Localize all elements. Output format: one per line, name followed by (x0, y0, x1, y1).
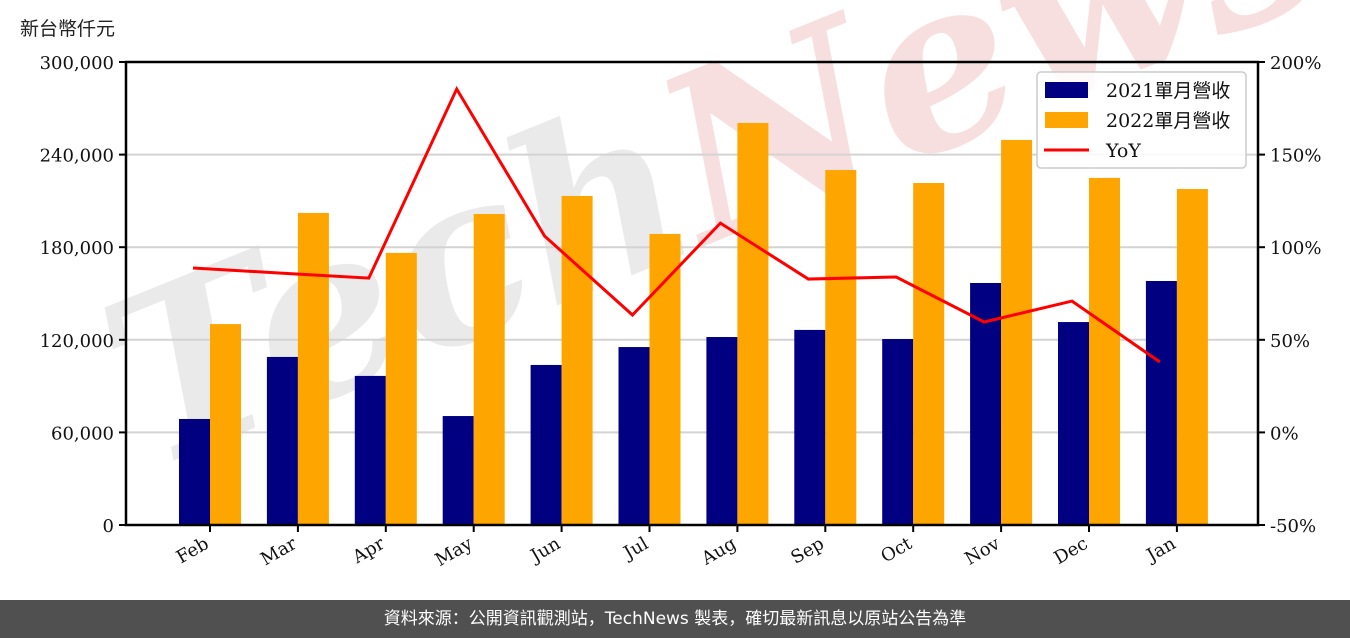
y-tick-label: 60,000 (51, 423, 114, 444)
x-tick-label: Jul (618, 533, 652, 565)
x-tick-label: Dec (1051, 533, 1092, 569)
bar-oct-0 (882, 339, 914, 525)
x-tick-label: Jun (526, 533, 565, 568)
bar-dec-0 (1058, 322, 1089, 525)
legend-swatch (1045, 82, 1088, 98)
bar-aug-0 (706, 337, 738, 525)
bar-jan-1 (1176, 189, 1208, 525)
bar-feb-1 (210, 324, 241, 525)
x-tick-label: May (432, 533, 477, 571)
plot-frame (124, 60, 1260, 527)
legend-label: YoY (1105, 140, 1141, 162)
revenue-chart: TechNews 060,000120,000180,000240,000300… (40, 0, 1350, 571)
bar-mar-0 (266, 356, 298, 525)
bar-jul-1 (649, 233, 681, 525)
y-tick-label: 120,000 (40, 331, 114, 352)
y2-tick-label: 150% (1270, 146, 1321, 167)
bar-jan-0 (1145, 280, 1177, 525)
legend-label: 2022單月營收 (1106, 110, 1230, 132)
y-tick-label: 240,000 (40, 146, 114, 167)
legend: 2021單月營收 2022單月營收 YoY (1036, 71, 1247, 169)
x-tick-label: Sep (787, 533, 827, 568)
legend-label: 2021單月營收 (1106, 80, 1230, 102)
source-footer: 資料來源：公開資訊觀測站，TechNews 製表，確切最新訊息以原站公告為準 (0, 600, 1350, 638)
x-tick-label: Jan (1142, 533, 1180, 567)
x-tick-label: Apr (348, 533, 388, 568)
bar-oct-1 (913, 182, 945, 526)
bar-dec-1 (1089, 177, 1120, 525)
bar-sep-1 (825, 170, 857, 526)
yoy-polyline (192, 85, 1161, 364)
bar-feb-0 (179, 418, 210, 525)
y-tick-label: 0 (103, 516, 114, 537)
y2-tick-label: 200% (1270, 53, 1321, 74)
x-tick-label: Nov (961, 533, 1004, 570)
bar-aug-1 (737, 122, 769, 525)
y-axis-unit-label: 新台幣仟元 (20, 18, 116, 40)
y2-tick-label: -50% (1270, 516, 1316, 537)
legend-box (1036, 71, 1247, 169)
bar-jun-0 (530, 364, 562, 525)
y2-tick-label: 0% (1270, 423, 1299, 444)
bar-apr-0 (354, 375, 386, 525)
bar-apr-1 (385, 252, 417, 525)
y2-tick-label: 50% (1270, 331, 1310, 352)
bar-may-1 (473, 214, 505, 526)
x-tick-label: Aug (697, 533, 740, 570)
x-tick-label: Oct (877, 533, 916, 568)
bar-jul-0 (618, 347, 650, 525)
x-tick-label: Mar (257, 533, 301, 570)
bar-nov-0 (970, 283, 1002, 525)
bar-may-0 (442, 416, 474, 525)
legend-swatch (1045, 112, 1088, 128)
bar-nov-1 (1001, 139, 1033, 525)
bar-mar-1 (297, 212, 329, 526)
y-tick-label: 180,000 (40, 238, 114, 259)
bar-sep-0 (794, 329, 826, 525)
yoy-line (192, 85, 1161, 364)
y2-tick-label: 100% (1270, 238, 1321, 259)
bars (179, 122, 1208, 526)
bar-jun-1 (561, 195, 593, 525)
y-tick-label: 300,000 (40, 53, 114, 74)
x-tick-label: Feb (173, 533, 213, 568)
